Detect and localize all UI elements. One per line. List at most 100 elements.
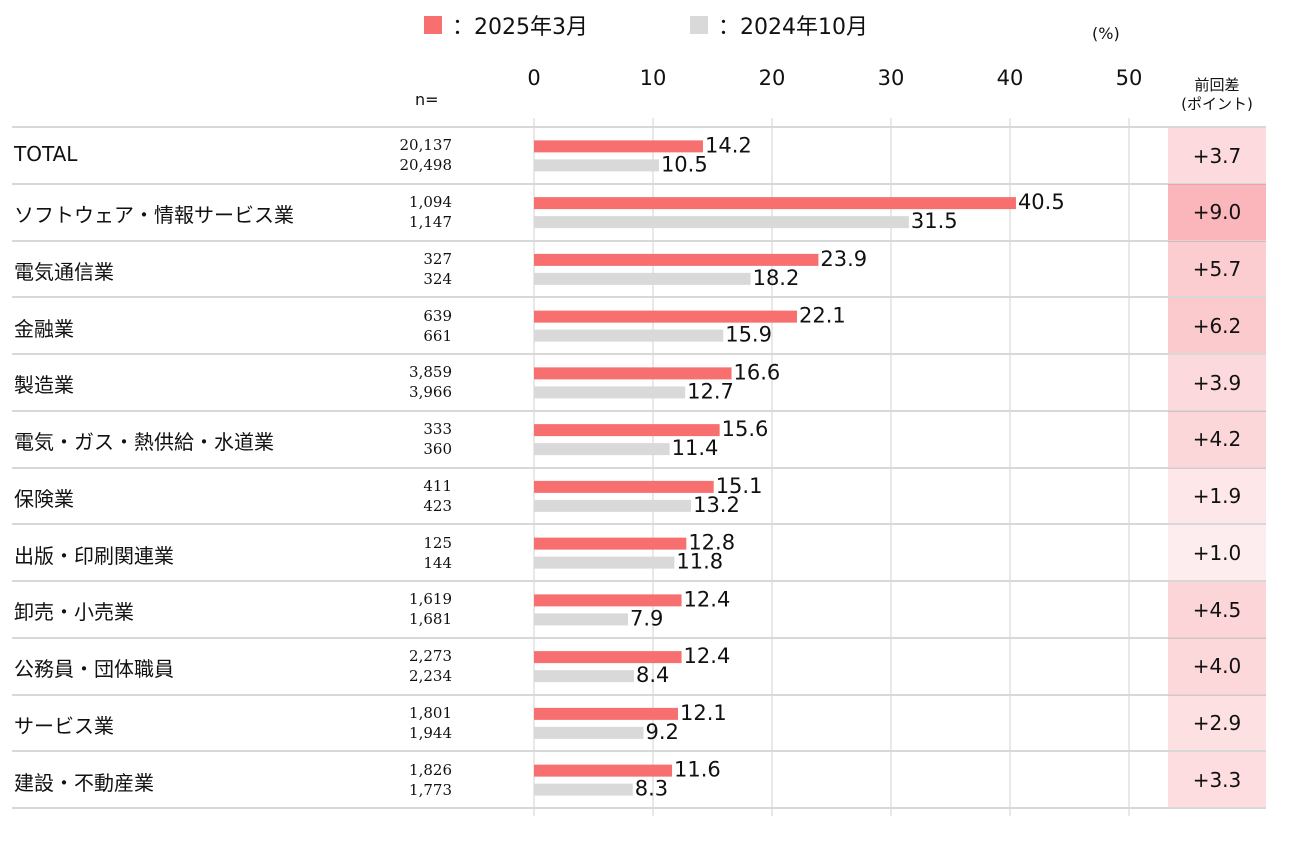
- row-divider: [12, 750, 1266, 753]
- row-divider: [12, 353, 1266, 355]
- legend-item-2025-03: ：2025年3月: [424, 10, 588, 40]
- category-label: サービス業: [14, 713, 114, 738]
- category-label: 保険業: [14, 486, 74, 511]
- data-label-2024-10: 11.4: [672, 436, 719, 460]
- diff-value: +1.0: [1192, 540, 1242, 565]
- unit-label: (%): [1092, 24, 1120, 43]
- category-label: 金融業: [14, 316, 74, 341]
- data-label-2024-10: 13.2: [693, 493, 740, 517]
- n-value-2024-10: 144: [423, 553, 452, 572]
- n-value-2025-03: 2,273: [409, 647, 452, 666]
- diff-cell: +5.7: [1168, 241, 1266, 297]
- bar-2024-10: [534, 272, 751, 285]
- n-value-2024-10: 360: [423, 440, 452, 459]
- bar-2025-03: [534, 651, 682, 664]
- n-value-2025-03: 3,859: [409, 363, 452, 382]
- n-value-2025-03: 20,137: [399, 136, 453, 155]
- diff-cell: +6.2: [1168, 297, 1266, 354]
- category-label: 出版・印刷関連業: [14, 543, 174, 568]
- data-label-2025-03: 12.1: [680, 701, 727, 725]
- tick-label-20: 20: [758, 66, 786, 90]
- category-label: 製造業: [14, 373, 74, 398]
- diff-value: +1.9: [1192, 484, 1242, 508]
- diff-header: 前回差 (ポイント): [1168, 76, 1266, 114]
- diff-cell: +3.7: [1168, 127, 1266, 184]
- category-label: 卸売・小売業: [14, 600, 134, 625]
- bar-2025-03: [534, 140, 703, 153]
- diff-header-line-1: 前回差: [1194, 76, 1240, 94]
- diff-header-line-2: (ポイント): [1181, 95, 1253, 113]
- data-label-2025-03: 11.6: [674, 758, 721, 782]
- row-divider: [12, 693, 1266, 696]
- bar-2025-03: [534, 480, 714, 493]
- diff-value: +3.7: [1192, 143, 1242, 168]
- data-label-2024-10: 12.7: [687, 379, 734, 403]
- n-value-2024-10: 20,498: [399, 156, 453, 175]
- row-divider-top: [12, 126, 1266, 128]
- diff-value: +2.9: [1192, 711, 1242, 735]
- bar-2025-03: [534, 310, 797, 323]
- diff-value: +4.5: [1192, 597, 1242, 622]
- legend-label-2025-03: ：2025年3月: [452, 15, 588, 40]
- diff-cell: +3.9: [1168, 354, 1266, 411]
- tick-label-10: 10: [639, 66, 667, 90]
- diff-value: +4.0: [1192, 654, 1242, 679]
- diff-cell: +1.0: [1168, 524, 1266, 581]
- data-label-2025-03: 23.9: [820, 247, 867, 271]
- data-label-2025-03: 15.1: [716, 474, 763, 498]
- row-divider: [12, 182, 1266, 185]
- data-label-2024-10: 8.3: [635, 777, 668, 801]
- row-divider: [12, 296, 1266, 299]
- data-label-2025-03: 16.6: [734, 360, 781, 384]
- category-label: 電気通信業: [14, 259, 114, 284]
- diff-cell: +3.3: [1168, 751, 1266, 808]
- diff-cell: +9.0: [1168, 184, 1266, 241]
- bar-2025-03: [534, 367, 732, 380]
- n-value-2024-10: 3,966: [409, 383, 452, 402]
- bar-2024-10: [534, 386, 686, 399]
- data-label-2025-03: 12.8: [688, 531, 735, 555]
- bar-2025-03: [534, 424, 720, 437]
- data-label-2024-10: 7.9: [630, 606, 663, 630]
- n-value-2025-03: 639: [423, 306, 452, 325]
- bar-2024-10: [534, 556, 675, 569]
- n-value-2024-10: 1,773: [409, 780, 452, 799]
- category-label: 電気・ガス・熱供給・水道業: [14, 430, 274, 455]
- bar-2025-03: [534, 594, 682, 607]
- bar-2025-03: [534, 707, 678, 720]
- bar-2024-10: [534, 499, 692, 512]
- diff-value: +3.9: [1192, 370, 1242, 395]
- category-label: 建設・不動産業: [14, 770, 154, 795]
- row-divider: [12, 636, 1266, 639]
- n-value-2024-10: 2,234: [409, 667, 452, 686]
- data-label-2024-10: 15.9: [725, 323, 772, 347]
- data-label-2024-10: 10.5: [661, 152, 708, 176]
- bar-2025-03: [534, 764, 673, 777]
- n-value-2024-10: 1,147: [409, 213, 452, 232]
- n-value-2025-03: 125: [423, 533, 452, 552]
- data-label-2024-10: 18.2: [753, 266, 800, 290]
- tick-label-30: 30: [877, 66, 905, 90]
- data-label-2025-03: 15.6: [722, 417, 769, 441]
- data-label-2024-10: 9.2: [645, 720, 678, 744]
- data-label-2025-03: 12.4: [684, 587, 731, 611]
- n-value-2025-03: 1,801: [409, 703, 452, 722]
- bar-2024-10: [534, 613, 629, 626]
- row-divider: [12, 239, 1266, 242]
- data-label-2025-03: 22.1: [799, 304, 846, 328]
- n-value-2025-03: 1,619: [409, 590, 452, 609]
- n-value-2025-03: 411: [423, 476, 452, 495]
- legend-label-2024-10: ：2024年10月: [718, 15, 868, 40]
- row-divider: [12, 807, 1266, 809]
- bar-2025-03: [534, 197, 1016, 210]
- n-value-2024-10: 423: [423, 496, 452, 515]
- data-label-2024-10: 8.4: [636, 663, 669, 687]
- tick-label-50: 50: [1115, 66, 1143, 90]
- bar-2024-10: [534, 216, 909, 229]
- bar-2025-03: [534, 537, 687, 550]
- bar-2024-10: [534, 783, 633, 796]
- n-value-2024-10: 1,944: [409, 723, 452, 742]
- data-label-2025-03: 14.2: [705, 133, 752, 157]
- diff-value: +9.0: [1192, 200, 1242, 225]
